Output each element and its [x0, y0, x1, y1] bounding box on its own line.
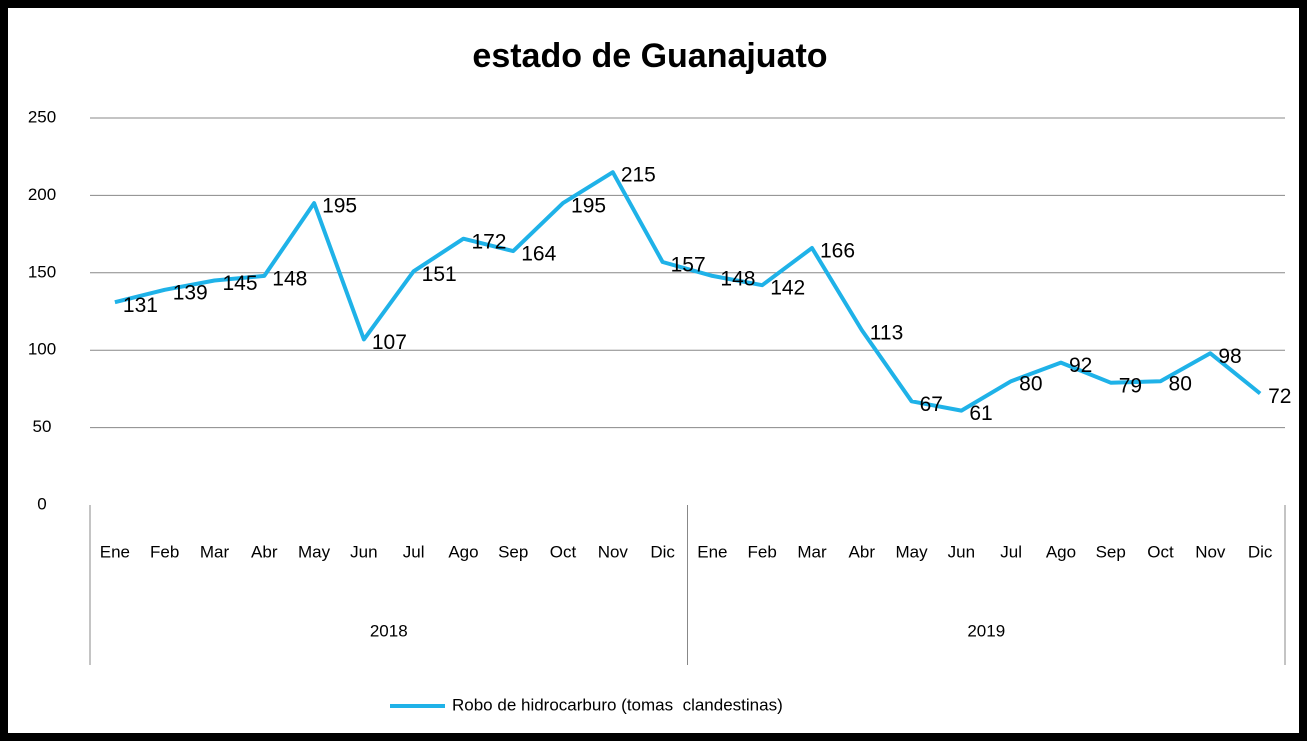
data-label: 107 [372, 331, 407, 354]
chart-title: estado de Guanajuato [472, 37, 827, 75]
group-label: 2018 [370, 621, 408, 640]
x-tick-label: Ago [1046, 542, 1076, 561]
y-tick-label: 200 [28, 185, 56, 204]
data-label: 61 [969, 402, 992, 425]
data-label: 151 [422, 263, 457, 286]
data-label: 98 [1218, 345, 1241, 368]
data-label: 195 [322, 195, 357, 218]
y-tick-label: 50 [33, 417, 52, 436]
data-label: 157 [671, 254, 706, 277]
group-label: 2019 [967, 621, 1005, 640]
x-tick-label: Dic [1248, 542, 1273, 561]
data-label: 113 [870, 322, 903, 345]
data-label: 166 [820, 240, 855, 263]
x-tick-label: Nov [1195, 542, 1226, 561]
data-label: 148 [720, 267, 755, 290]
x-tick-label: Jul [403, 542, 425, 561]
y-tick-label: 150 [28, 262, 56, 281]
x-tick-label: May [298, 542, 331, 561]
data-label: 131 [123, 294, 158, 317]
data-label: 80 [1019, 373, 1042, 396]
data-label: 92 [1069, 354, 1092, 377]
x-tick-label: Ago [448, 542, 478, 561]
x-tick-label: Sep [498, 542, 528, 561]
data-label: 148 [272, 267, 307, 290]
data-label: 72 [1268, 385, 1291, 408]
x-tick-label: Jun [350, 542, 377, 561]
x-tick-label: May [896, 542, 929, 561]
x-tick-label: Abr [251, 542, 278, 561]
data-label: 195 [571, 195, 606, 218]
y-tick-label: 100 [28, 340, 56, 359]
x-tick-label: Ene [100, 542, 130, 561]
y-tick-label: 250 [28, 107, 56, 126]
x-tick-label: Feb [150, 542, 179, 561]
x-tick-label: Jul [1000, 542, 1022, 561]
data-label: 142 [770, 277, 805, 300]
x-tick-label: Nov [598, 542, 629, 561]
data-label: 145 [222, 272, 257, 295]
data-label: 215 [621, 164, 656, 187]
x-tick-label: Jun [948, 542, 975, 561]
x-tick-label: Dic [650, 542, 675, 561]
x-tick-label: Feb [748, 542, 777, 561]
x-tick-label: Ene [697, 542, 727, 561]
x-tick-label: Abr [849, 542, 876, 561]
data-label: 67 [920, 393, 943, 416]
data-label: 79 [1119, 374, 1142, 397]
data-label: 139 [173, 281, 208, 304]
data-label: 80 [1169, 373, 1192, 396]
y-tick-label: 0 [37, 494, 46, 513]
x-tick-label: Mar [797, 542, 827, 561]
x-tick-label: Mar [200, 542, 230, 561]
data-label: 172 [471, 230, 506, 253]
data-label: 164 [521, 243, 556, 266]
line-series [114, 170, 1262, 413]
x-tick-label: Oct [550, 542, 577, 561]
x-tick-label: Oct [1147, 542, 1174, 561]
legend-label: Robo de hidrocarburo (tomas clandestinas… [452, 695, 783, 714]
x-tick-label: Sep [1096, 542, 1126, 561]
